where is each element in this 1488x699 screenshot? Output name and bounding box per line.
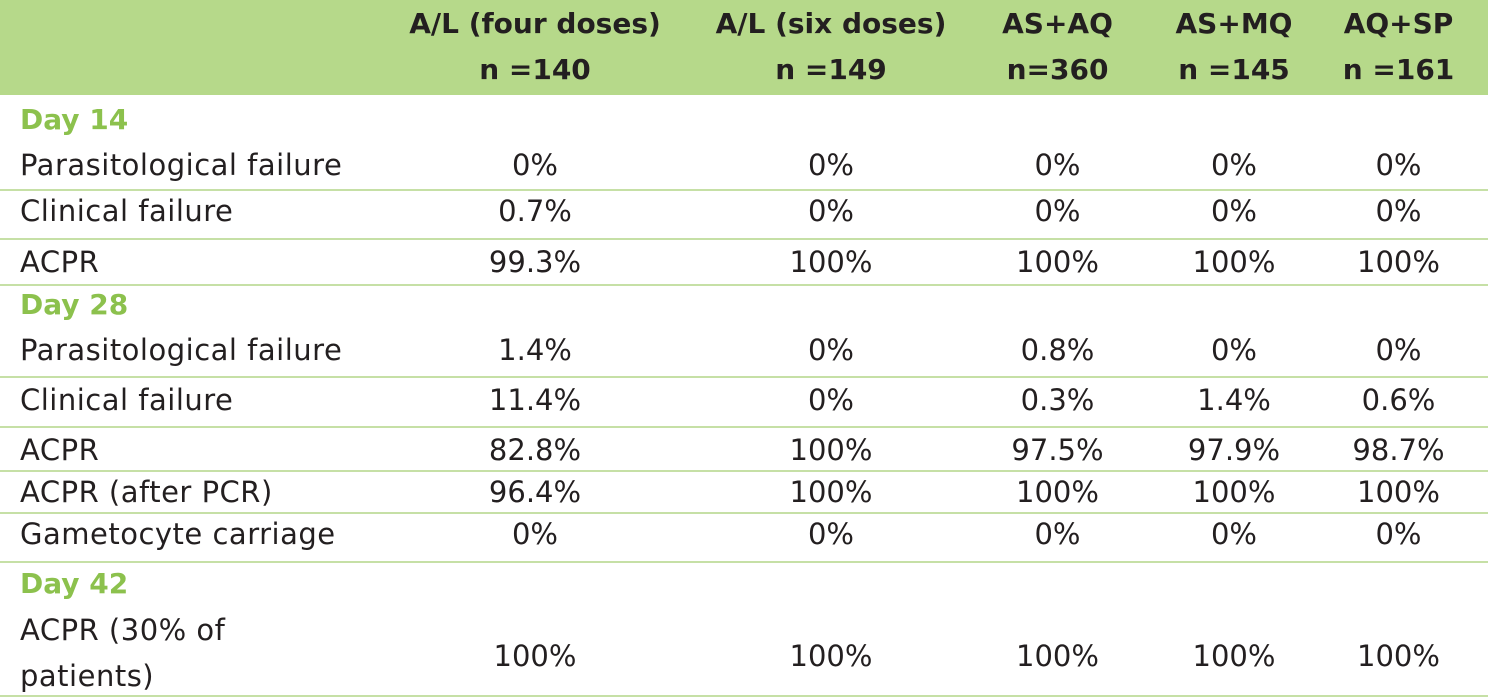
column-header-n: n =161: [1342, 53, 1455, 86]
section-divider: [0, 561, 1488, 563]
column-header-n: n =149: [775, 53, 887, 86]
row-divider: [0, 376, 1488, 378]
cell-value: 0%: [807, 148, 854, 182]
cell-value: 82.8%: [488, 433, 582, 467]
row-label: ACPR: [20, 245, 100, 279]
cell-value: 100%: [1192, 639, 1276, 673]
column-header-as-aq: AS+AQ n=360: [990, 0, 1125, 95]
section-divider: [0, 284, 1488, 286]
cell-value: 0%: [1375, 194, 1422, 228]
cell-value: 0%: [807, 194, 854, 228]
cell-value: 100%: [1016, 245, 1099, 279]
cell-value: 0%: [511, 517, 558, 551]
cell-value: 100%: [1357, 245, 1440, 279]
column-header-n: n =140: [479, 53, 591, 86]
row-divider: [0, 189, 1488, 191]
row-divider: [0, 470, 1488, 472]
cell-value: 100%: [1192, 475, 1276, 509]
cell-value: 100%: [1016, 639, 1099, 673]
cell-value: 0%: [807, 383, 854, 417]
cell-value: 0%: [1375, 517, 1422, 551]
row-label: Parasitological failure: [20, 333, 343, 367]
cell-value: 0.3%: [1020, 383, 1095, 417]
cell-value: 100%: [789, 245, 873, 279]
row-label-line-1: ACPR (30% of: [20, 613, 226, 647]
section-title-day-42: Day 42: [20, 567, 129, 600]
cell-value: 100%: [789, 433, 873, 467]
cell-value: 0%: [1210, 517, 1257, 551]
cell-value: 100%: [789, 475, 873, 509]
column-header-n: n =145: [1178, 53, 1290, 86]
cell-value: 11.4%: [488, 383, 582, 417]
cell-value: 0%: [1210, 148, 1257, 182]
cell-value: 99.3%: [488, 245, 582, 279]
cell-value: 0%: [807, 517, 854, 551]
row-label: Gametocyte carriage: [20, 517, 336, 551]
section-title-day-28: Day 28: [20, 288, 129, 321]
cell-value: 0%: [511, 148, 558, 182]
column-header-title: AS+MQ: [1175, 7, 1293, 40]
cell-value: 100%: [1357, 639, 1440, 673]
row-label: Parasitological failure: [20, 148, 343, 182]
column-header-as-mq: AS+MQ n =145: [1160, 0, 1308, 95]
cell-value: 0%: [1034, 517, 1081, 551]
row-label: Clinical failure: [20, 194, 234, 228]
cell-value: 0%: [1034, 148, 1081, 182]
cell-value: 100%: [493, 639, 577, 673]
column-header-title: A/L (six doses): [715, 7, 947, 40]
table-bottom-rule: [0, 695, 1488, 697]
row-label: ACPR: [20, 433, 100, 467]
row-label: ACPR (after PCR): [20, 475, 273, 509]
cell-value: 1.4%: [1197, 383, 1271, 417]
cell-value: 0%: [1210, 333, 1257, 367]
column-header-n: n=360: [1006, 53, 1109, 86]
table-header: A/L (four doses) n =140 A/L (six doses) …: [0, 0, 1488, 95]
cell-value: 100%: [789, 639, 873, 673]
row-divider: [0, 512, 1488, 514]
cell-value: 1.4%: [498, 333, 572, 367]
column-header-al-four-doses: A/L (four doses) n =140: [400, 0, 670, 95]
column-header-title: AS+AQ: [1002, 7, 1113, 40]
column-header-title: A/L (four doses): [409, 7, 661, 40]
cell-value: 96.4%: [488, 475, 582, 509]
row-divider: [0, 238, 1488, 240]
cell-value: 97.9%: [1187, 433, 1281, 467]
row-label-line-2: patients): [20, 659, 155, 693]
column-header-title: AQ+SP: [1343, 7, 1454, 40]
cell-value: 0%: [1375, 333, 1422, 367]
cell-value: 97.5%: [1011, 433, 1104, 467]
section-title-day-14: Day 14: [20, 103, 129, 136]
cell-value: 100%: [1192, 245, 1276, 279]
row-label: Clinical failure: [20, 383, 234, 417]
cell-value: 0%: [807, 333, 854, 367]
column-header-al-six-doses: A/L (six doses) n =149: [700, 0, 962, 95]
column-header-aq-sp: AQ+SP n =161: [1335, 0, 1462, 95]
cell-value: 0.6%: [1361, 383, 1436, 417]
cell-value: 0%: [1375, 148, 1422, 182]
cell-value: 100%: [1357, 475, 1440, 509]
cell-value: 98.7%: [1352, 433, 1445, 467]
cell-value: 0.7%: [498, 194, 572, 228]
cell-value: 0%: [1210, 194, 1257, 228]
cell-value: 0%: [1034, 194, 1081, 228]
cell-value: 100%: [1016, 475, 1099, 509]
row-divider: [0, 426, 1488, 428]
cell-value: 0.8%: [1020, 333, 1095, 367]
